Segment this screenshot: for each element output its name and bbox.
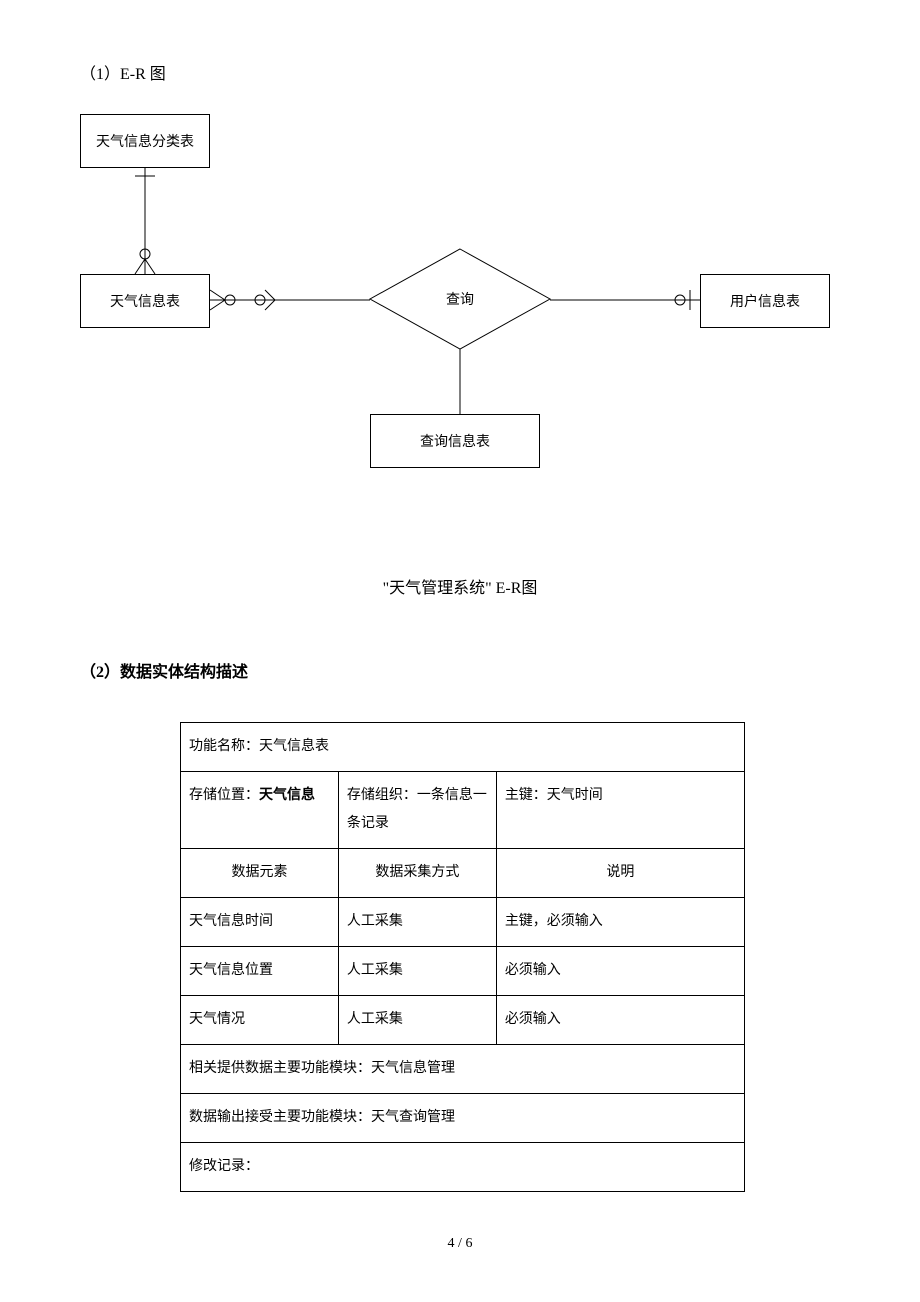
cell: 人工采集 xyxy=(338,996,496,1045)
table-storage-location: 存储位置：天气信息 xyxy=(181,772,339,849)
storage-label: 存储位置： xyxy=(189,788,259,803)
entity-table: 功能名称：天气信息表 存储位置：天气信息 存储组织：一条信息一条记录 主键：天气… xyxy=(180,722,745,1192)
table-primary-key: 主键：天气时间 xyxy=(496,772,744,849)
er-diagram: 天气信息分类表 天气信息表 查询 用户信息表 查询信息表 xyxy=(80,114,860,494)
cell: 天气情况 xyxy=(181,996,339,1045)
cell: 天气信息时间 xyxy=(181,898,339,947)
table-header-1: 数据元素 xyxy=(181,849,339,898)
cell: 主键，必须输入 xyxy=(496,898,744,947)
storage-value: 天气信息 xyxy=(259,788,315,803)
table-footer-1: 相关提供数据主要功能模块：天气信息管理 xyxy=(181,1045,745,1094)
page-total: 6 xyxy=(465,1236,472,1251)
cell: 必须输入 xyxy=(496,996,744,1045)
cell: 人工采集 xyxy=(338,947,496,996)
table-header-3: 说明 xyxy=(496,849,744,898)
table-footer-2: 数据输出接受主要功能模块：天气查询管理 xyxy=(181,1094,745,1143)
page-sep: / xyxy=(455,1236,466,1251)
cell: 必须输入 xyxy=(496,947,744,996)
table-footer-3: 修改记录： xyxy=(181,1143,745,1192)
entity-box-category: 天气信息分类表 xyxy=(80,114,210,168)
entity-diamond-query: 查询 xyxy=(370,249,550,349)
entity-box-user-info: 用户信息表 xyxy=(700,274,830,328)
entity-box-weather-info: 天气信息表 xyxy=(80,274,210,328)
cell: 天气信息位置 xyxy=(181,947,339,996)
table-row: 天气信息位置 人工采集 必须输入 xyxy=(181,947,745,996)
cell: 人工采集 xyxy=(338,898,496,947)
section-2-title: （2）数据实体结构描述 xyxy=(80,658,840,682)
table-row: 天气信息时间 人工采集 主键，必须输入 xyxy=(181,898,745,947)
entity-box-query-info: 查询信息表 xyxy=(370,414,540,468)
table-title-row: 功能名称：天气信息表 xyxy=(181,723,745,772)
page-current: 4 xyxy=(448,1236,455,1251)
table-row: 天气情况 人工采集 必须输入 xyxy=(181,996,745,1045)
diagram-caption: "天气管理系统" E-R图 xyxy=(80,574,840,598)
table-header-2: 数据采集方式 xyxy=(338,849,496,898)
section-1-title: （1）E-R 图 xyxy=(80,60,840,84)
page-footer: 4 / 6 xyxy=(0,1236,920,1252)
table-storage-org: 存储组织：一条信息一条记录 xyxy=(338,772,496,849)
